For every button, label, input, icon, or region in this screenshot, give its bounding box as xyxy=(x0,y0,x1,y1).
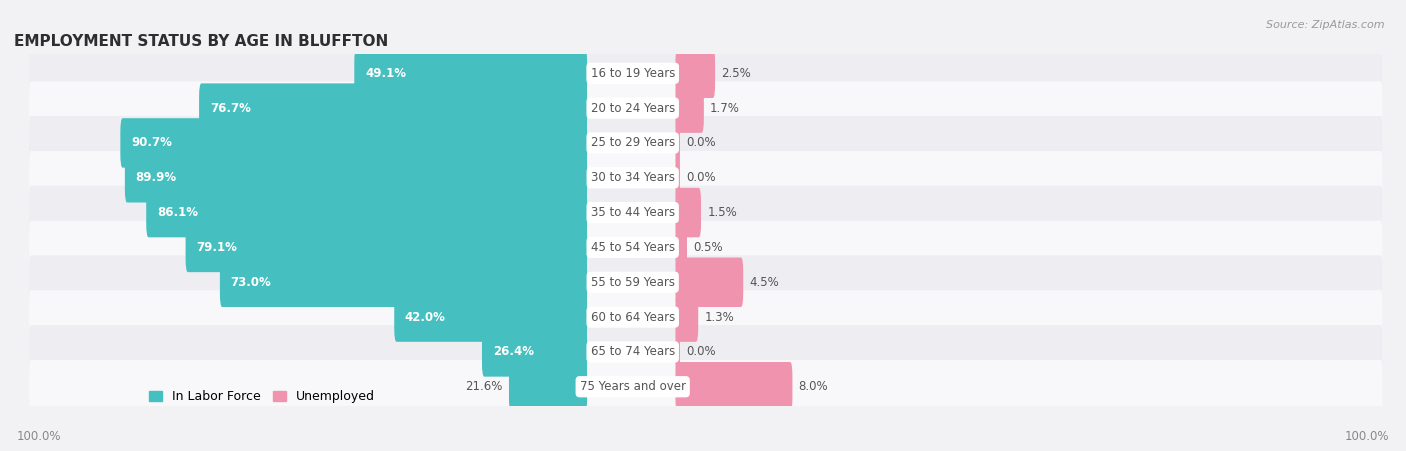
Text: 89.9%: 89.9% xyxy=(135,171,177,184)
FancyBboxPatch shape xyxy=(121,118,588,168)
FancyBboxPatch shape xyxy=(30,81,1382,135)
Text: 49.1%: 49.1% xyxy=(366,67,406,80)
FancyBboxPatch shape xyxy=(675,153,681,202)
FancyBboxPatch shape xyxy=(675,83,704,133)
Text: 26.4%: 26.4% xyxy=(492,345,534,359)
Text: 0.5%: 0.5% xyxy=(693,241,723,254)
FancyBboxPatch shape xyxy=(30,221,1382,274)
Text: 0.0%: 0.0% xyxy=(686,345,716,359)
FancyBboxPatch shape xyxy=(675,188,702,237)
Text: 30 to 34 Years: 30 to 34 Years xyxy=(591,171,675,184)
Text: 20 to 24 Years: 20 to 24 Years xyxy=(591,101,675,115)
FancyBboxPatch shape xyxy=(509,362,588,411)
FancyBboxPatch shape xyxy=(200,83,588,133)
FancyBboxPatch shape xyxy=(125,153,588,202)
FancyBboxPatch shape xyxy=(394,292,588,342)
FancyBboxPatch shape xyxy=(675,362,793,411)
Text: 42.0%: 42.0% xyxy=(405,311,446,323)
Text: 45 to 54 Years: 45 to 54 Years xyxy=(591,241,675,254)
Text: 86.1%: 86.1% xyxy=(157,206,198,219)
Text: 8.0%: 8.0% xyxy=(799,380,828,393)
FancyBboxPatch shape xyxy=(146,188,588,237)
FancyBboxPatch shape xyxy=(30,360,1382,414)
Text: 1.7%: 1.7% xyxy=(710,101,740,115)
Text: EMPLOYMENT STATUS BY AGE IN BLUFFTON: EMPLOYMENT STATUS BY AGE IN BLUFFTON xyxy=(14,34,388,49)
Text: 25 to 29 Years: 25 to 29 Years xyxy=(591,137,675,149)
FancyBboxPatch shape xyxy=(30,290,1382,344)
FancyBboxPatch shape xyxy=(675,258,744,307)
Legend: In Labor Force, Unemployed: In Labor Force, Unemployed xyxy=(149,390,375,403)
Text: 4.5%: 4.5% xyxy=(749,276,779,289)
FancyBboxPatch shape xyxy=(30,116,1382,170)
Text: 0.0%: 0.0% xyxy=(686,137,716,149)
Text: 1.3%: 1.3% xyxy=(704,311,734,323)
Text: 76.7%: 76.7% xyxy=(209,101,250,115)
Text: 90.7%: 90.7% xyxy=(131,137,172,149)
FancyBboxPatch shape xyxy=(482,327,588,377)
FancyBboxPatch shape xyxy=(30,255,1382,309)
Text: 16 to 19 Years: 16 to 19 Years xyxy=(591,67,675,80)
Text: 35 to 44 Years: 35 to 44 Years xyxy=(591,206,675,219)
Text: 21.6%: 21.6% xyxy=(465,380,503,393)
FancyBboxPatch shape xyxy=(186,223,588,272)
Text: Source: ZipAtlas.com: Source: ZipAtlas.com xyxy=(1267,20,1385,30)
Text: 0.0%: 0.0% xyxy=(686,171,716,184)
FancyBboxPatch shape xyxy=(30,186,1382,239)
Text: 2.5%: 2.5% xyxy=(721,67,751,80)
Text: 1.5%: 1.5% xyxy=(707,206,737,219)
FancyBboxPatch shape xyxy=(219,258,588,307)
Text: 55 to 59 Years: 55 to 59 Years xyxy=(591,276,675,289)
Text: 75 Years and over: 75 Years and over xyxy=(579,380,686,393)
Text: 79.1%: 79.1% xyxy=(197,241,238,254)
FancyBboxPatch shape xyxy=(354,49,588,98)
FancyBboxPatch shape xyxy=(675,292,699,342)
FancyBboxPatch shape xyxy=(30,46,1382,100)
Text: 100.0%: 100.0% xyxy=(1344,430,1389,443)
FancyBboxPatch shape xyxy=(675,327,681,377)
FancyBboxPatch shape xyxy=(675,49,716,98)
FancyBboxPatch shape xyxy=(675,118,681,168)
FancyBboxPatch shape xyxy=(675,223,688,272)
Text: 65 to 74 Years: 65 to 74 Years xyxy=(591,345,675,359)
Text: 60 to 64 Years: 60 to 64 Years xyxy=(591,311,675,323)
Text: 100.0%: 100.0% xyxy=(17,430,62,443)
FancyBboxPatch shape xyxy=(30,325,1382,379)
FancyBboxPatch shape xyxy=(30,151,1382,205)
Text: 73.0%: 73.0% xyxy=(231,276,271,289)
